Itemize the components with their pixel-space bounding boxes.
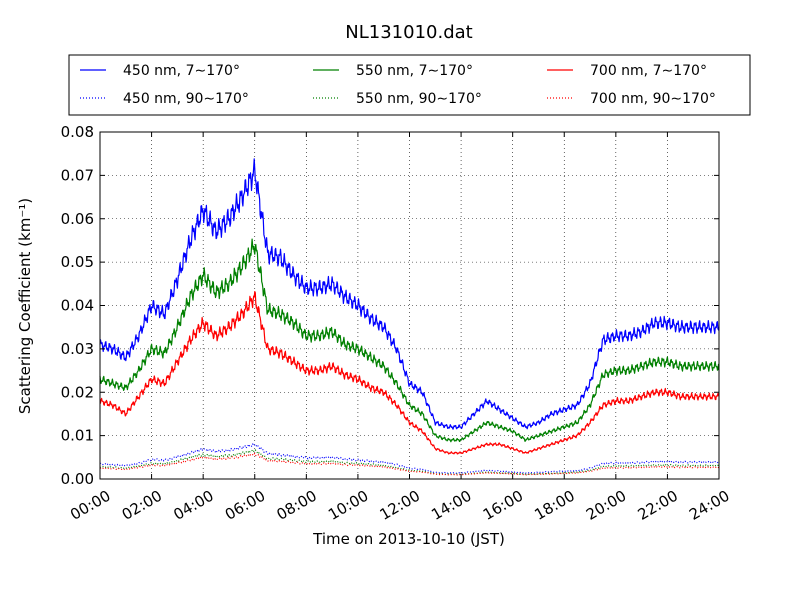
- x-axis-label: Time on 2013-10-10 (JST): [312, 530, 505, 548]
- y-tick-label: 0.05: [61, 253, 94, 271]
- y-tick-label: 0.04: [61, 297, 94, 315]
- y-axis-label: Scattering Coefficient (km⁻¹): [16, 198, 34, 414]
- series-group: [99, 158, 720, 476]
- chart-title: NL131010.dat: [345, 22, 472, 43]
- legend-box: [68, 54, 751, 116]
- legend-label-3: 550 nm, 90∼170°: [356, 91, 482, 107]
- series-line-1: [99, 443, 720, 474]
- legend-label-4: 700 nm, 7∼170°: [590, 63, 707, 79]
- series-line-4: [99, 291, 720, 455]
- legend-label-1: 450 nm, 90∼170°: [123, 91, 249, 107]
- series-line-2: [99, 238, 720, 443]
- y-tick-label: 0.06: [61, 210, 94, 228]
- legend-label-2: 550 nm, 7∼170°: [356, 63, 473, 79]
- legend-label-0: 450 nm, 7∼170°: [123, 63, 240, 79]
- y-tick-label: 0.02: [61, 383, 94, 401]
- y-tick-label: 0.01: [61, 427, 94, 445]
- y-tick-label: 0.08: [61, 123, 94, 141]
- series-line-3: [99, 449, 720, 476]
- series-line-0: [99, 158, 720, 430]
- legend: 450 nm, 7∼170° 550 nm, 7∼170° 700 nm, 7∼17…: [68, 54, 751, 116]
- y-tick-label: 0.00: [61, 470, 94, 488]
- legend-label-5: 700 nm, 90∼170°: [590, 91, 716, 107]
- y-tick-label: 0.03: [61, 340, 94, 358]
- y-tick-label: 0.07: [61, 166, 94, 184]
